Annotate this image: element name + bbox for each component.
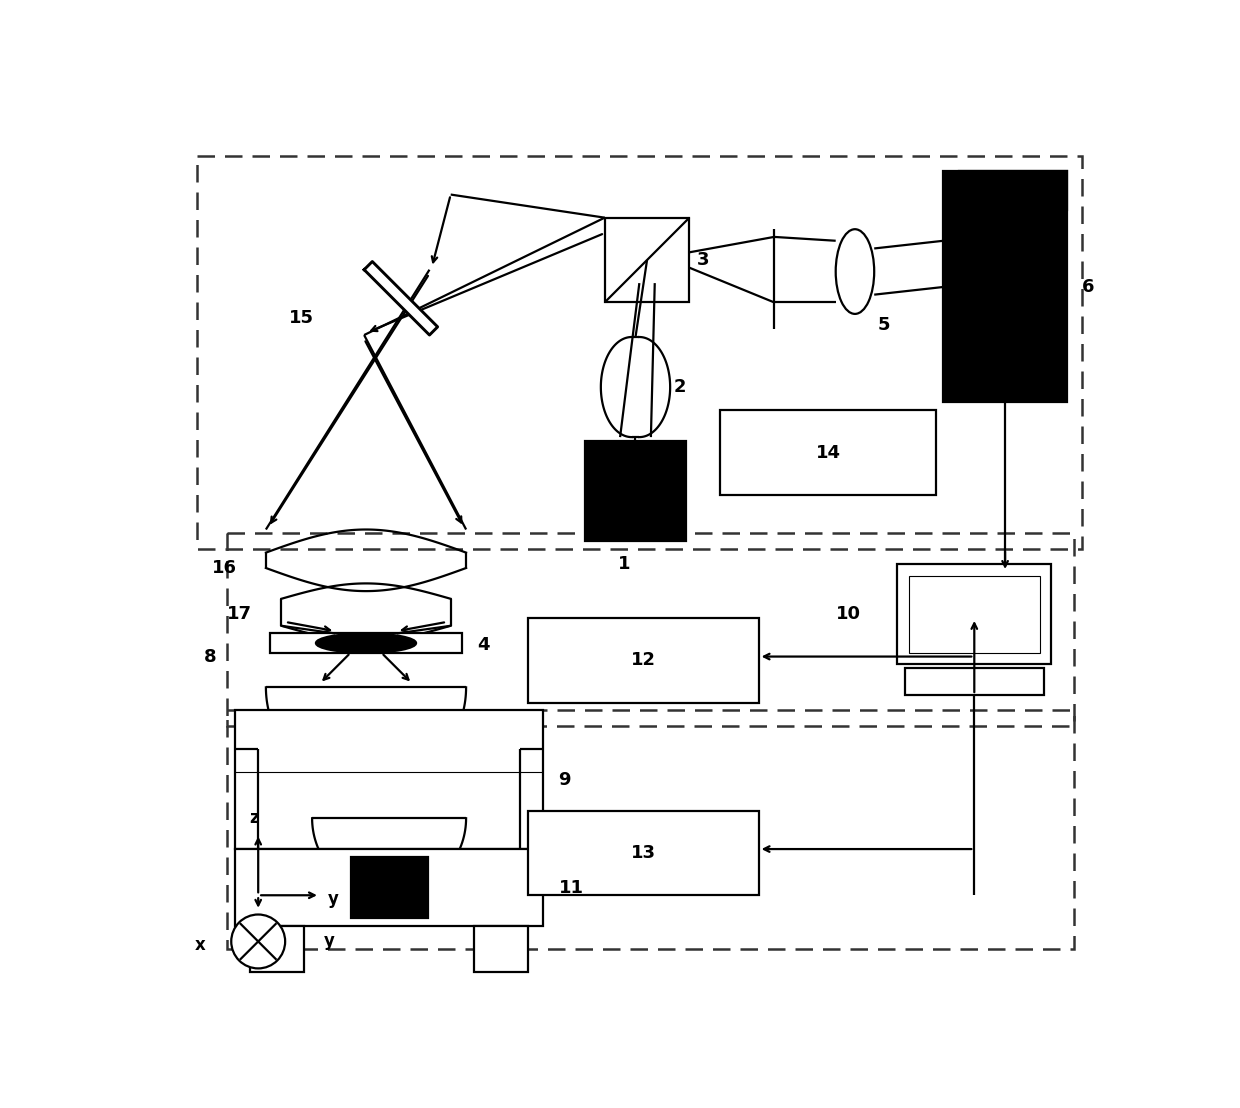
Text: 13: 13 [631,844,656,862]
Text: z: z [249,809,259,828]
Polygon shape [365,261,438,335]
Text: y: y [324,933,335,951]
Ellipse shape [836,229,874,314]
Text: 15: 15 [289,309,314,327]
Text: 9: 9 [558,771,570,789]
Bar [898,564,1052,665]
Bar [905,668,1044,695]
Bar [474,926,528,972]
Bar [528,618,759,702]
Text: 17: 17 [227,605,253,623]
Bar [227,710,1074,950]
Text: 10: 10 [836,605,861,623]
Bar [944,172,1066,402]
Bar [236,849,543,926]
Bar [528,811,759,895]
Text: 5: 5 [878,317,890,335]
Bar [585,441,686,541]
Text: 12: 12 [631,652,656,669]
Text: 1: 1 [618,555,630,573]
Text: x: x [195,936,206,954]
Text: 4: 4 [477,636,490,654]
Bar [909,576,1040,653]
Text: 16: 16 [212,560,237,577]
Bar [351,856,428,919]
Text: 6: 6 [1083,278,1095,296]
Text: 2: 2 [675,378,687,396]
Text: 14: 14 [816,443,841,462]
Bar [959,172,1066,209]
Bar [270,634,463,653]
Circle shape [231,914,285,968]
Ellipse shape [316,634,417,653]
Bar [197,156,1083,548]
Bar [227,533,1074,726]
Bar [236,710,543,849]
Bar [250,926,304,972]
Text: y: y [327,890,339,909]
Text: 3: 3 [697,252,709,269]
Bar [605,217,689,302]
Text: 8: 8 [205,647,217,666]
Bar [720,410,936,495]
Text: 11: 11 [558,879,584,896]
